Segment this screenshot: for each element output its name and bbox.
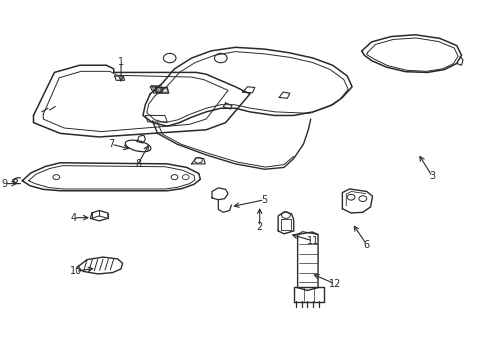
Text: 7: 7: [108, 139, 114, 149]
Text: 5: 5: [261, 195, 267, 205]
Text: 11: 11: [306, 236, 319, 246]
Text: 12: 12: [328, 279, 341, 289]
Text: 10: 10: [69, 266, 82, 276]
Text: 9: 9: [1, 179, 7, 189]
Text: 6: 6: [363, 239, 369, 249]
Text: 3: 3: [428, 171, 434, 181]
Text: 8: 8: [135, 159, 141, 169]
Text: 1: 1: [118, 57, 124, 67]
Text: 4: 4: [71, 213, 77, 222]
Text: 2: 2: [256, 222, 262, 231]
